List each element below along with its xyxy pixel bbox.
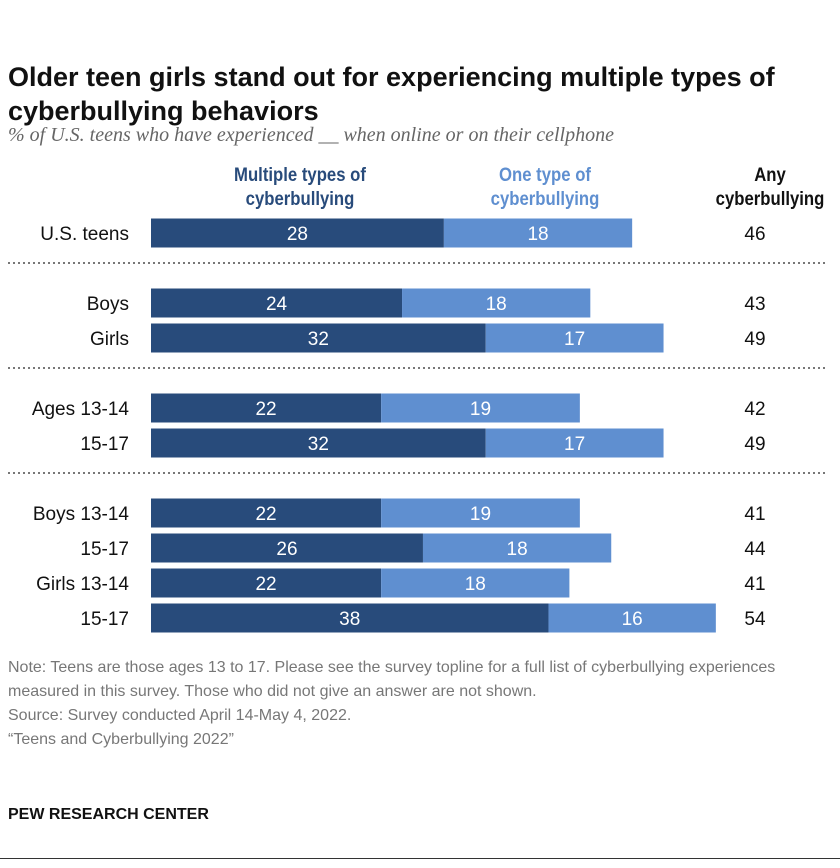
bar-one — [381, 498, 580, 528]
total-value-label: 42 — [744, 399, 765, 420]
bar-multiple — [151, 428, 486, 458]
legend-one: One type of cyberbullying — [490, 165, 600, 210]
bar-multiple — [151, 323, 486, 353]
total-value-label: 41 — [744, 574, 765, 595]
category-label: Ages 13-14 — [32, 399, 130, 420]
bar-value-label: 22 — [255, 574, 276, 595]
bottom-rule — [0, 858, 840, 859]
bar-value-label: 22 — [255, 399, 276, 420]
bar-one — [485, 428, 664, 458]
bar-value-label: 26 — [276, 539, 297, 560]
bar-value-label: 38 — [339, 609, 360, 630]
source: Source: Survey conducted April 14-May 4,… — [8, 707, 352, 724]
note: Note: Teens are those ages 13 to 17. Ple… — [8, 659, 776, 700]
legend-multiple: Multiple types of cyberbullying — [234, 165, 366, 210]
bar-one — [381, 568, 570, 598]
brand-logo: PEW RESEARCH CENTER — [8, 806, 209, 823]
bar-one — [485, 323, 664, 353]
category-label: U.S. teens — [40, 224, 129, 245]
bar-value-label: 16 — [622, 609, 643, 630]
bar-value-label: 17 — [564, 434, 585, 455]
bar-one — [422, 533, 612, 563]
bar-one — [402, 288, 591, 318]
bar-one — [548, 603, 716, 633]
bar-multiple — [151, 218, 444, 248]
bar-value-label: 18 — [507, 539, 528, 560]
bar-value-label: 24 — [266, 294, 288, 315]
total-value-label: 43 — [744, 294, 765, 315]
category-label: 15-17 — [80, 539, 129, 560]
total-value-label: 49 — [744, 329, 765, 350]
bar-multiple — [151, 568, 382, 598]
bar-multiple — [151, 393, 382, 423]
chart-subtitle: % of U.S. teens who have experienced __ … — [8, 124, 614, 146]
bar-value-label: 18 — [465, 574, 486, 595]
bar-value-label: 18 — [486, 294, 507, 315]
bar-value-label: 19 — [470, 399, 491, 420]
legend-any: Any cyberbullying — [715, 165, 825, 210]
bar-multiple — [151, 603, 549, 633]
bar-one — [381, 393, 580, 423]
total-value-label: 49 — [744, 434, 765, 455]
total-value-label: 44 — [744, 539, 766, 560]
bar-value-label: 32 — [308, 329, 329, 350]
chart-title: Older teen girls stand out for experienc… — [8, 62, 775, 126]
category-label: Boys — [87, 294, 129, 315]
bar-value-label: 28 — [287, 224, 308, 245]
bar-value-label: 19 — [470, 504, 491, 525]
category-label: 15-17 — [80, 434, 129, 455]
category-label: Girls — [90, 329, 129, 350]
bar-multiple — [151, 533, 423, 563]
total-value-label: 54 — [744, 609, 766, 630]
bar-value-label: 22 — [255, 504, 276, 525]
footnotes: Note: Teens are those ages 13 to 17. Ple… — [8, 656, 818, 752]
bar-chart: U.S. teens 28 18 46 Boys 24 18 43 Girls 32 17 49 Age… — [8, 218, 826, 633]
bar-value-label: 18 — [527, 224, 548, 245]
bar-value-label: 32 — [308, 434, 329, 455]
category-label: Boys 13-14 — [33, 504, 130, 525]
total-value-label: 46 — [744, 224, 765, 245]
bar-multiple — [151, 288, 403, 318]
bar-one — [443, 218, 633, 248]
report: “Teens and Cyberbullying 2022” — [8, 731, 234, 748]
category-label: Girls 13-14 — [36, 574, 129, 595]
category-label: 15-17 — [80, 609, 129, 630]
bar-value-label: 17 — [564, 329, 585, 350]
bar-multiple — [151, 498, 382, 528]
total-value-label: 41 — [744, 504, 765, 525]
